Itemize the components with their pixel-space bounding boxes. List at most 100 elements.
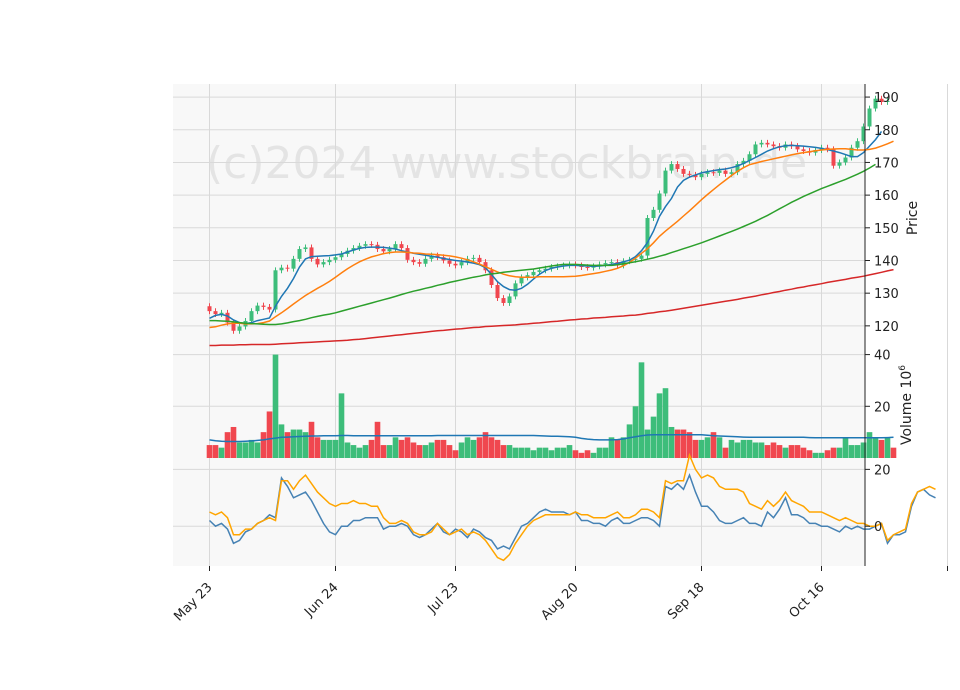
- candle-body: [675, 164, 680, 169]
- volume-bar: [224, 432, 231, 458]
- volume-bar: [242, 442, 249, 458]
- volume-bar: [338, 393, 345, 458]
- volume-bar: [740, 439, 747, 458]
- volume-bar: [326, 439, 333, 458]
- candle-body: [825, 147, 830, 150]
- watermark: (c)2024 www.stockbrain.de: [206, 138, 807, 189]
- x-tick-label: Jun 24: [301, 580, 341, 620]
- candle-body: [381, 249, 386, 252]
- volume-bar: [260, 432, 267, 458]
- candle-body: [453, 263, 458, 266]
- volume-bar: [626, 424, 633, 458]
- candle-body: [837, 162, 842, 166]
- volume-bar: [266, 411, 273, 458]
- volume-bar: [272, 354, 279, 458]
- candle-body: [411, 259, 416, 263]
- volume-bar: [818, 452, 825, 458]
- volume-average-line: [209, 433, 894, 443]
- volume-bar: [386, 445, 393, 458]
- volume-bar: [356, 447, 363, 458]
- candle-body: [795, 146, 800, 150]
- volume-bar: [278, 424, 285, 458]
- candle-body: [435, 255, 440, 258]
- candle-body: [309, 247, 314, 259]
- volume-bar: [314, 437, 321, 458]
- candle-body: [261, 305, 266, 307]
- volume-bar: [320, 439, 327, 458]
- volume-bar: [602, 447, 609, 458]
- volume-bar: [416, 445, 423, 458]
- candle-body: [339, 253, 344, 258]
- volume-bar: [656, 393, 663, 458]
- volume-bar: [524, 447, 531, 458]
- candle-body: [717, 170, 722, 173]
- volume-bar: [530, 450, 537, 458]
- candle-body: [495, 285, 500, 299]
- candle-body: [273, 270, 278, 310]
- volume-bar: [770, 442, 777, 458]
- volume-bar: [674, 429, 681, 458]
- price-y-tick-label: 160: [874, 189, 899, 204]
- volume-bar: [548, 450, 555, 458]
- series-line-sma-long: [209, 268, 894, 347]
- price-y-tick-label: 140: [874, 254, 899, 269]
- volume-bar: [560, 447, 567, 458]
- volume-bar: [392, 437, 399, 458]
- volume-bar: [842, 437, 849, 458]
- volume-bar: [662, 388, 669, 458]
- candle-body: [333, 257, 338, 260]
- candle-body: [507, 296, 512, 303]
- volume-y-tick-label: 40: [874, 349, 891, 364]
- volume-bar: [434, 439, 441, 458]
- volume-bar: [308, 421, 315, 458]
- volume-bar: [458, 442, 465, 458]
- candle-body: [267, 306, 272, 310]
- candle-body: [879, 98, 884, 102]
- x-tick-label: May 23: [171, 580, 215, 624]
- volume-bar: [608, 437, 615, 458]
- candle-body: [609, 262, 614, 264]
- price-y-tick-label: 130: [874, 287, 899, 302]
- volume-bar: [884, 437, 891, 458]
- candle-body: [297, 249, 302, 259]
- volume-bar: [830, 447, 837, 458]
- candle-body: [417, 262, 422, 264]
- volume-bar: [848, 445, 855, 458]
- candle-body: [669, 164, 674, 171]
- volume-bar: [794, 445, 801, 458]
- volume-bar: [344, 442, 351, 458]
- candle-body: [633, 258, 638, 260]
- volume-bar: [788, 445, 795, 458]
- candle-body: [249, 311, 254, 321]
- candle-body: [681, 168, 686, 174]
- volume-bar: [668, 426, 675, 458]
- x-tick-label: Sep 18: [665, 580, 708, 623]
- volume-bar: [350, 445, 357, 458]
- price-y-tick-label: 170: [874, 156, 899, 171]
- volume-bar: [230, 426, 237, 458]
- candle-body: [525, 275, 530, 278]
- volume-bar: [368, 439, 375, 458]
- volume-bar: [854, 445, 861, 458]
- candle-body: [399, 244, 404, 249]
- x-tick-label: Jul 23: [425, 580, 462, 617]
- candle-body: [363, 244, 368, 246]
- candle-body: [255, 305, 260, 312]
- volume-bar: [488, 437, 495, 458]
- candle-body: [735, 164, 740, 173]
- candle-body: [405, 248, 410, 260]
- volume-bar: [518, 447, 525, 458]
- volume-bar: [254, 442, 261, 458]
- volume-bar: [482, 432, 489, 458]
- volume-bar: [650, 416, 657, 458]
- volume-bar: [290, 429, 297, 458]
- volume-bar: [746, 439, 753, 458]
- candle-body: [849, 147, 854, 158]
- candle-body: [537, 270, 542, 272]
- oscillator-y-tick-label: 0: [874, 520, 882, 535]
- oscillator-lines: [208, 452, 936, 562]
- candle-body: [471, 257, 476, 259]
- volume-bar: [632, 406, 639, 458]
- volume-bar: [776, 445, 783, 458]
- volume-bar: [284, 432, 291, 458]
